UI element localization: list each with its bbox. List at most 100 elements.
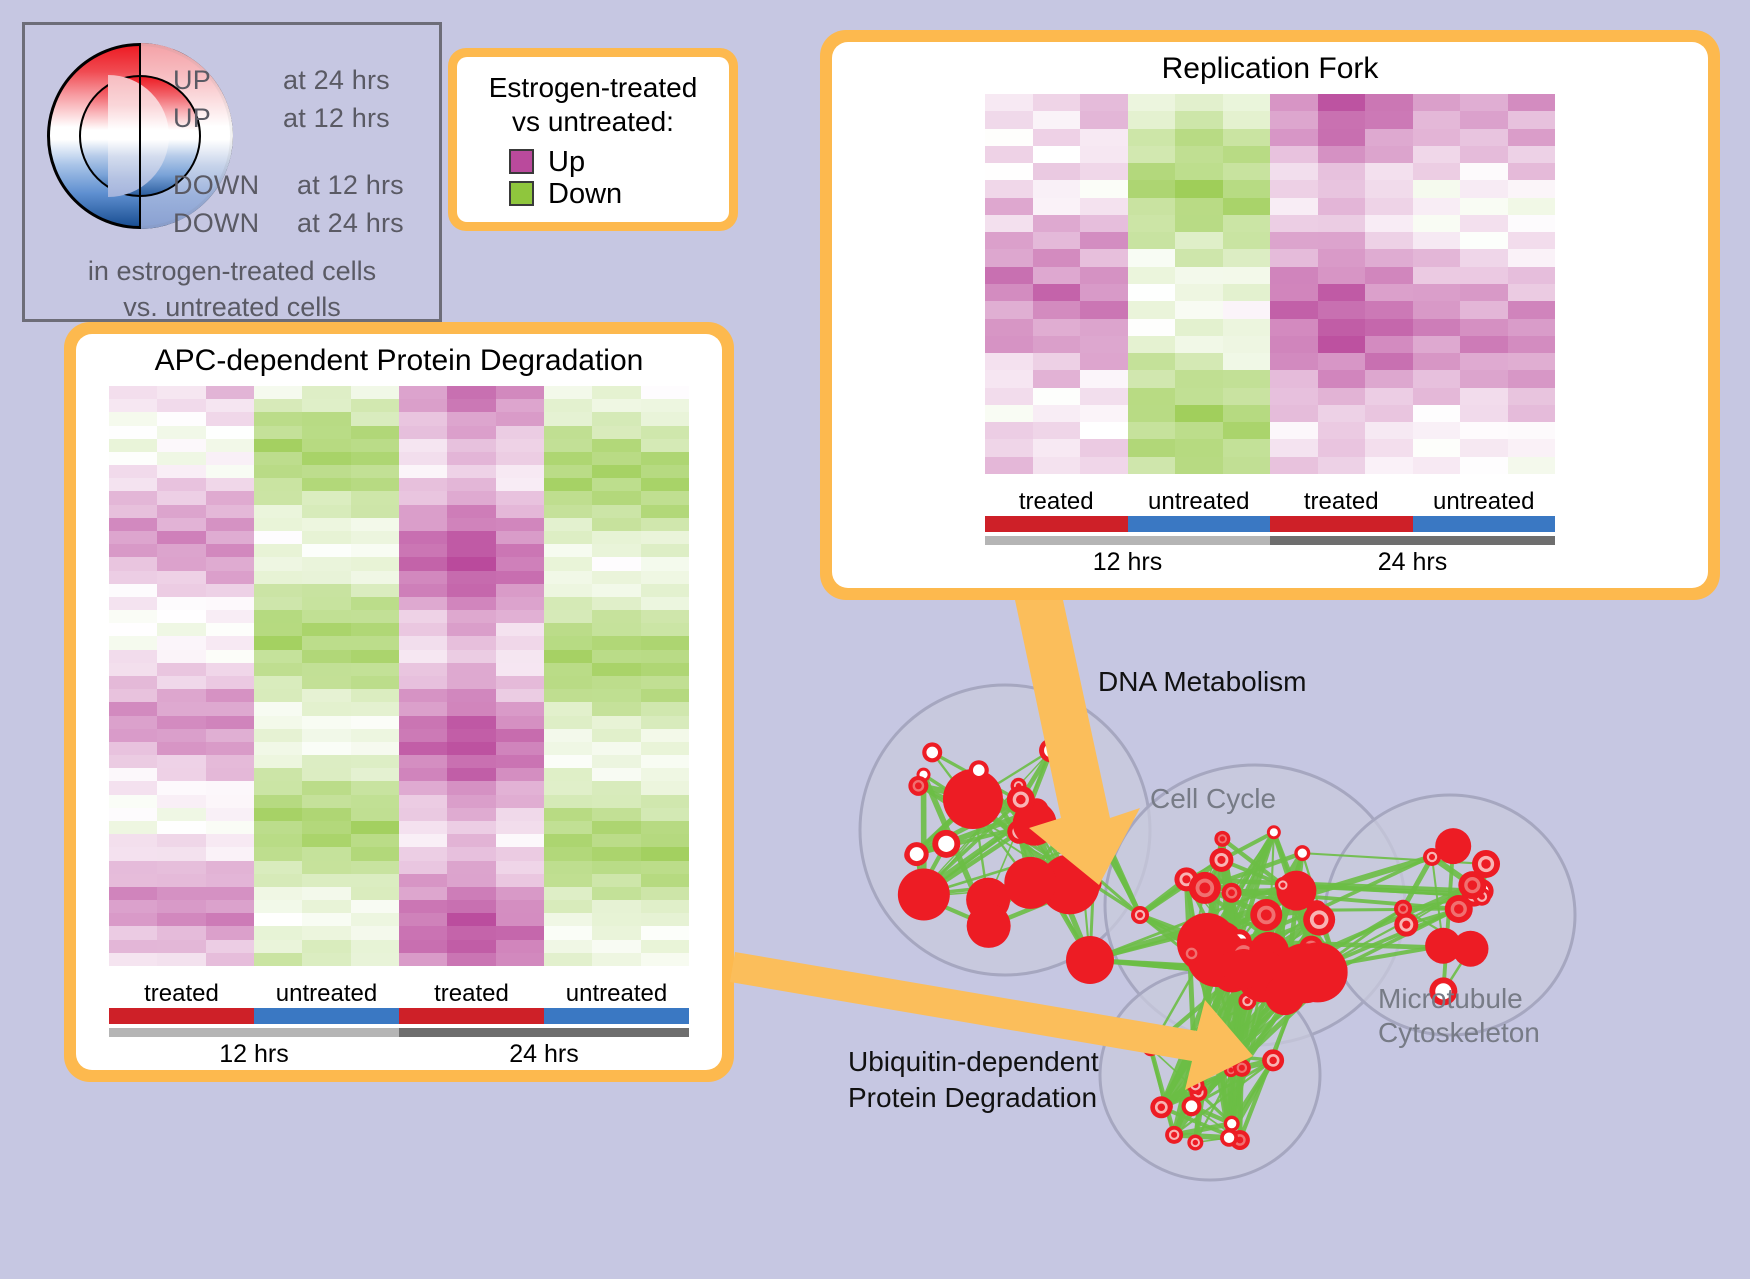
heatmap-cell <box>640 900 689 914</box>
group-label: treated <box>144 980 219 1007</box>
heatmap-cell <box>592 715 641 729</box>
heatmap-cell <box>302 820 351 835</box>
heatmap-cell <box>109 768 158 782</box>
heatmap-cell <box>1365 404 1413 423</box>
heatmap-cell <box>543 386 593 400</box>
network-node-core <box>1280 882 1286 888</box>
cluster-label-mt-line-1: Microtubule <box>1378 983 1523 1014</box>
heatmap-cell <box>1507 404 1555 423</box>
heatmap-cell <box>447 741 496 756</box>
heatmap-cell <box>205 451 254 466</box>
heatmap-cell <box>253 847 303 861</box>
heatmap-cell <box>447 610 496 624</box>
heatmap-cell <box>592 675 641 690</box>
heatmap-cell <box>253 807 303 821</box>
heatmap-cell <box>398 491 448 505</box>
heatmap-cell <box>1270 111 1318 129</box>
heatmap-cell <box>157 451 206 466</box>
heatmap-cell <box>495 913 544 927</box>
heatmap-cell <box>157 702 206 716</box>
heatmap-cell <box>1222 180 1270 198</box>
heatmap-cell <box>1365 128 1413 146</box>
heatmap-cell <box>350 715 399 729</box>
heatmap-cell <box>543 768 593 782</box>
heatmap-cell <box>1460 111 1508 129</box>
heatmap-cell <box>1460 214 1508 233</box>
heatmap-cell <box>157 913 206 927</box>
network-node <box>942 769 1003 830</box>
heatmap-cell <box>543 451 593 466</box>
heatmap-cell <box>640 596 689 611</box>
heatmap-cell <box>592 834 641 848</box>
heatmap-cell <box>398 623 448 637</box>
heatmap-cell <box>398 399 448 413</box>
heatmap-cell <box>543 939 593 953</box>
heatmap-cell <box>447 900 496 914</box>
heatmap-cell <box>1127 197 1175 215</box>
heatmap-cell <box>350 570 399 584</box>
heatmap-cell <box>302 702 351 716</box>
heatmap-cell <box>157 662 206 676</box>
heatmap-cell <box>109 807 158 821</box>
heatmap-cell <box>985 301 1033 319</box>
heatmap-cell <box>205 504 254 518</box>
timepoint-label: 24 hrs <box>509 1040 579 1068</box>
network-node-ring <box>972 764 985 776</box>
heatmap-cell <box>1222 111 1270 129</box>
heatmap-cell <box>543 860 593 874</box>
heatmap-cell <box>157 741 206 756</box>
heatmap-cell <box>398 755 448 769</box>
heatmap-cell <box>495 847 544 861</box>
heatmap-cell <box>1365 145 1413 164</box>
heatmap-cell <box>592 873 641 887</box>
heatmap-cell <box>398 636 448 650</box>
heatmap-cell <box>109 820 158 835</box>
heatmap-cell <box>1175 214 1223 233</box>
colorwheel-graphic <box>47 43 237 233</box>
heatmap-cell <box>350 399 399 413</box>
heatmap-cell <box>302 491 351 505</box>
heatmap-cell <box>205 768 254 782</box>
heatmap-cell <box>205 913 254 927</box>
heatmap-cell <box>640 860 689 874</box>
heatmap-cell <box>1412 232 1460 250</box>
heatmap-cell <box>1365 94 1413 112</box>
heatmap-cell <box>1222 387 1270 405</box>
heatmap-cell <box>640 728 689 742</box>
heatmap-cell <box>350 913 399 927</box>
heatmap-cell <box>1127 145 1175 164</box>
heatmap-cell <box>157 544 206 558</box>
network-node-ring <box>938 835 955 852</box>
heatmap-cell <box>253 649 303 663</box>
heatmap-cell <box>592 794 641 808</box>
heatmap-cell <box>1365 301 1413 319</box>
heatmap-cell <box>543 807 593 821</box>
heatmap-cell <box>447 886 496 901</box>
heatmap-cell <box>302 649 351 663</box>
heatmap-cell <box>543 438 593 452</box>
network-node-core <box>1269 1056 1277 1065</box>
network-node-ring <box>1146 1043 1156 1053</box>
heatmap-cell <box>302 900 351 914</box>
heatmap-cell <box>592 412 641 426</box>
heatmap-cell <box>350 794 399 808</box>
heatmap-footer-replication-fork: treated untreated treated untreated 12 hrs 2… <box>985 488 1555 577</box>
heatmap-cell <box>1032 387 1080 405</box>
heatmap-cell <box>543 715 593 729</box>
heatmap-cell <box>495 886 544 901</box>
heatmap-cell <box>985 249 1033 267</box>
heatmap-cell <box>495 939 544 953</box>
heatmap-cell <box>1127 370 1175 388</box>
heatmap-cell <box>1080 404 1128 423</box>
group-labels-row: treated untreated treated untreated <box>109 980 689 1008</box>
heatmap-cell <box>1412 214 1460 233</box>
heatmap-cell <box>205 517 254 531</box>
heatmap-cell <box>205 596 254 611</box>
heatmap-cell <box>592 623 641 637</box>
wheel-divider <box>139 43 141 229</box>
heatmap-cell <box>1317 266 1365 284</box>
heatmap-cell <box>1032 145 1080 164</box>
heatmap-cell <box>1507 353 1555 371</box>
heatmap-cell <box>1460 301 1508 319</box>
heatmap-cell <box>109 425 158 439</box>
